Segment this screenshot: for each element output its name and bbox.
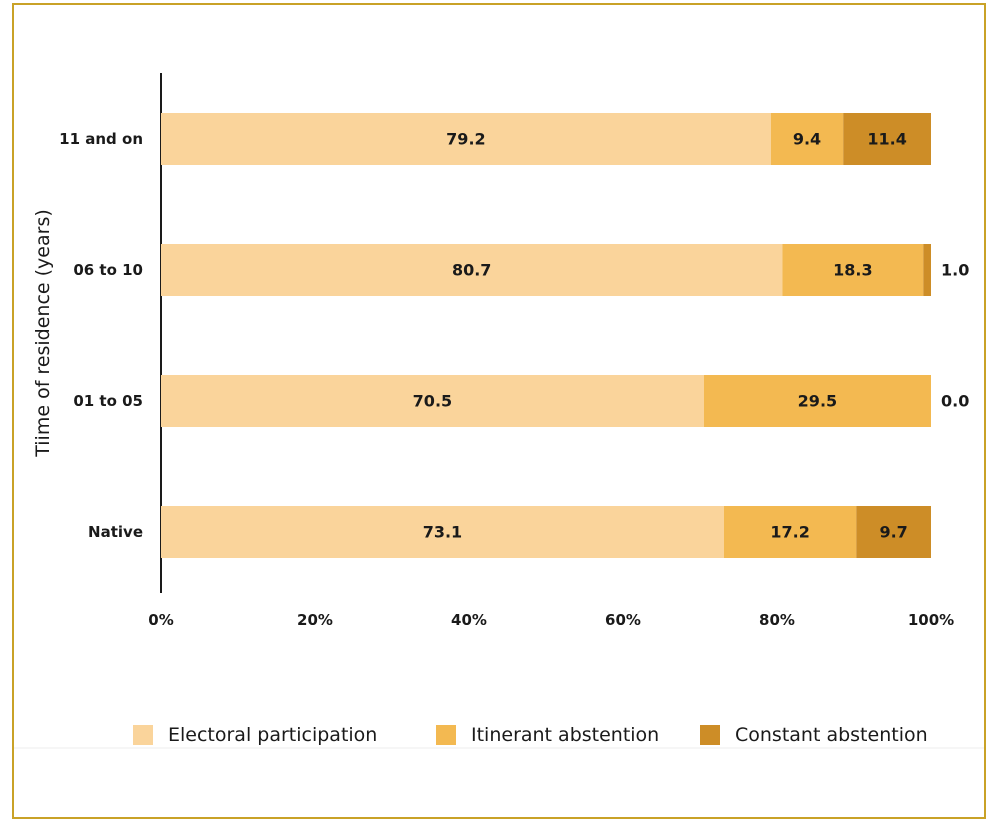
- x-tick-label-80: 80%: [759, 611, 795, 629]
- bar-11-and-on-constant-abstention: [843, 113, 931, 165]
- data-label-06-to-10-electoral-participation: 80.7: [452, 261, 491, 280]
- x-tick-label-40: 40%: [451, 611, 487, 629]
- data-label-11-and-on-electoral-participation: 79.2: [446, 130, 485, 149]
- data-label-native-constant-abstention: 9.7: [879, 523, 907, 542]
- data-label-native-itinerant-abstention: 17.2: [770, 523, 809, 542]
- legend-label-itinerant-abstention: Itinerant abstention: [471, 724, 659, 746]
- data-label-11-and-on-itinerant-abstention: 9.4: [793, 130, 821, 149]
- bar-11-and-on-electoral-participation: [161, 113, 771, 165]
- category-label-native: Native: [88, 523, 143, 541]
- data-label-native-electoral-participation: 73.1: [423, 523, 462, 542]
- data-label-01-to-05-constant-abstention: 0.0: [941, 392, 969, 411]
- x-tick-label-0: 0%: [148, 611, 173, 629]
- category-label-06-to-10: 06 to 10: [73, 261, 143, 279]
- bar-06-to-10-itinerant-abstention: [782, 244, 924, 296]
- data-label-01-to-05-itinerant-abstention: 29.5: [798, 392, 837, 411]
- data-label-06-to-10-itinerant-abstention: 18.3: [833, 261, 872, 280]
- bar-native-electoral-participation: [161, 506, 724, 558]
- category-label-01-to-05: 01 to 05: [73, 392, 143, 410]
- y-axis-title: Tiime of residence (years): [32, 209, 54, 458]
- x-tick-label-100: 100%: [908, 611, 954, 629]
- data-label-06-to-10-constant-abstention: 1.0: [941, 261, 969, 280]
- legend-swatch-constant-abstention: [700, 725, 720, 745]
- bar-11-and-on-itinerant-abstention: [770, 113, 844, 165]
- bar-native-constant-abstention: [856, 506, 931, 558]
- x-tick-label-60: 60%: [605, 611, 641, 629]
- bar-native-itinerant-abstention: [723, 506, 857, 558]
- data-label-01-to-05-electoral-participation: 70.5: [413, 392, 452, 411]
- legend-swatch-electoral-participation: [133, 725, 153, 745]
- bar-06-to-10-electoral-participation: [161, 244, 783, 296]
- legend-label-electoral-participation: Electoral participation: [168, 724, 377, 746]
- bar-01-to-05-electoral-participation: [161, 375, 704, 427]
- data-label-11-and-on-constant-abstention: 11.4: [867, 130, 906, 149]
- category-label-11-and-on: 11 and on: [59, 130, 143, 148]
- bar-06-to-10-constant-abstention: [923, 244, 931, 296]
- bar-01-to-05-itinerant-abstention: [703, 375, 931, 427]
- x-tick-label-20: 20%: [297, 611, 333, 629]
- legend-swatch-itinerant-abstention: [436, 725, 456, 745]
- legend-label-constant-abstention: Constant abstention: [735, 724, 928, 746]
